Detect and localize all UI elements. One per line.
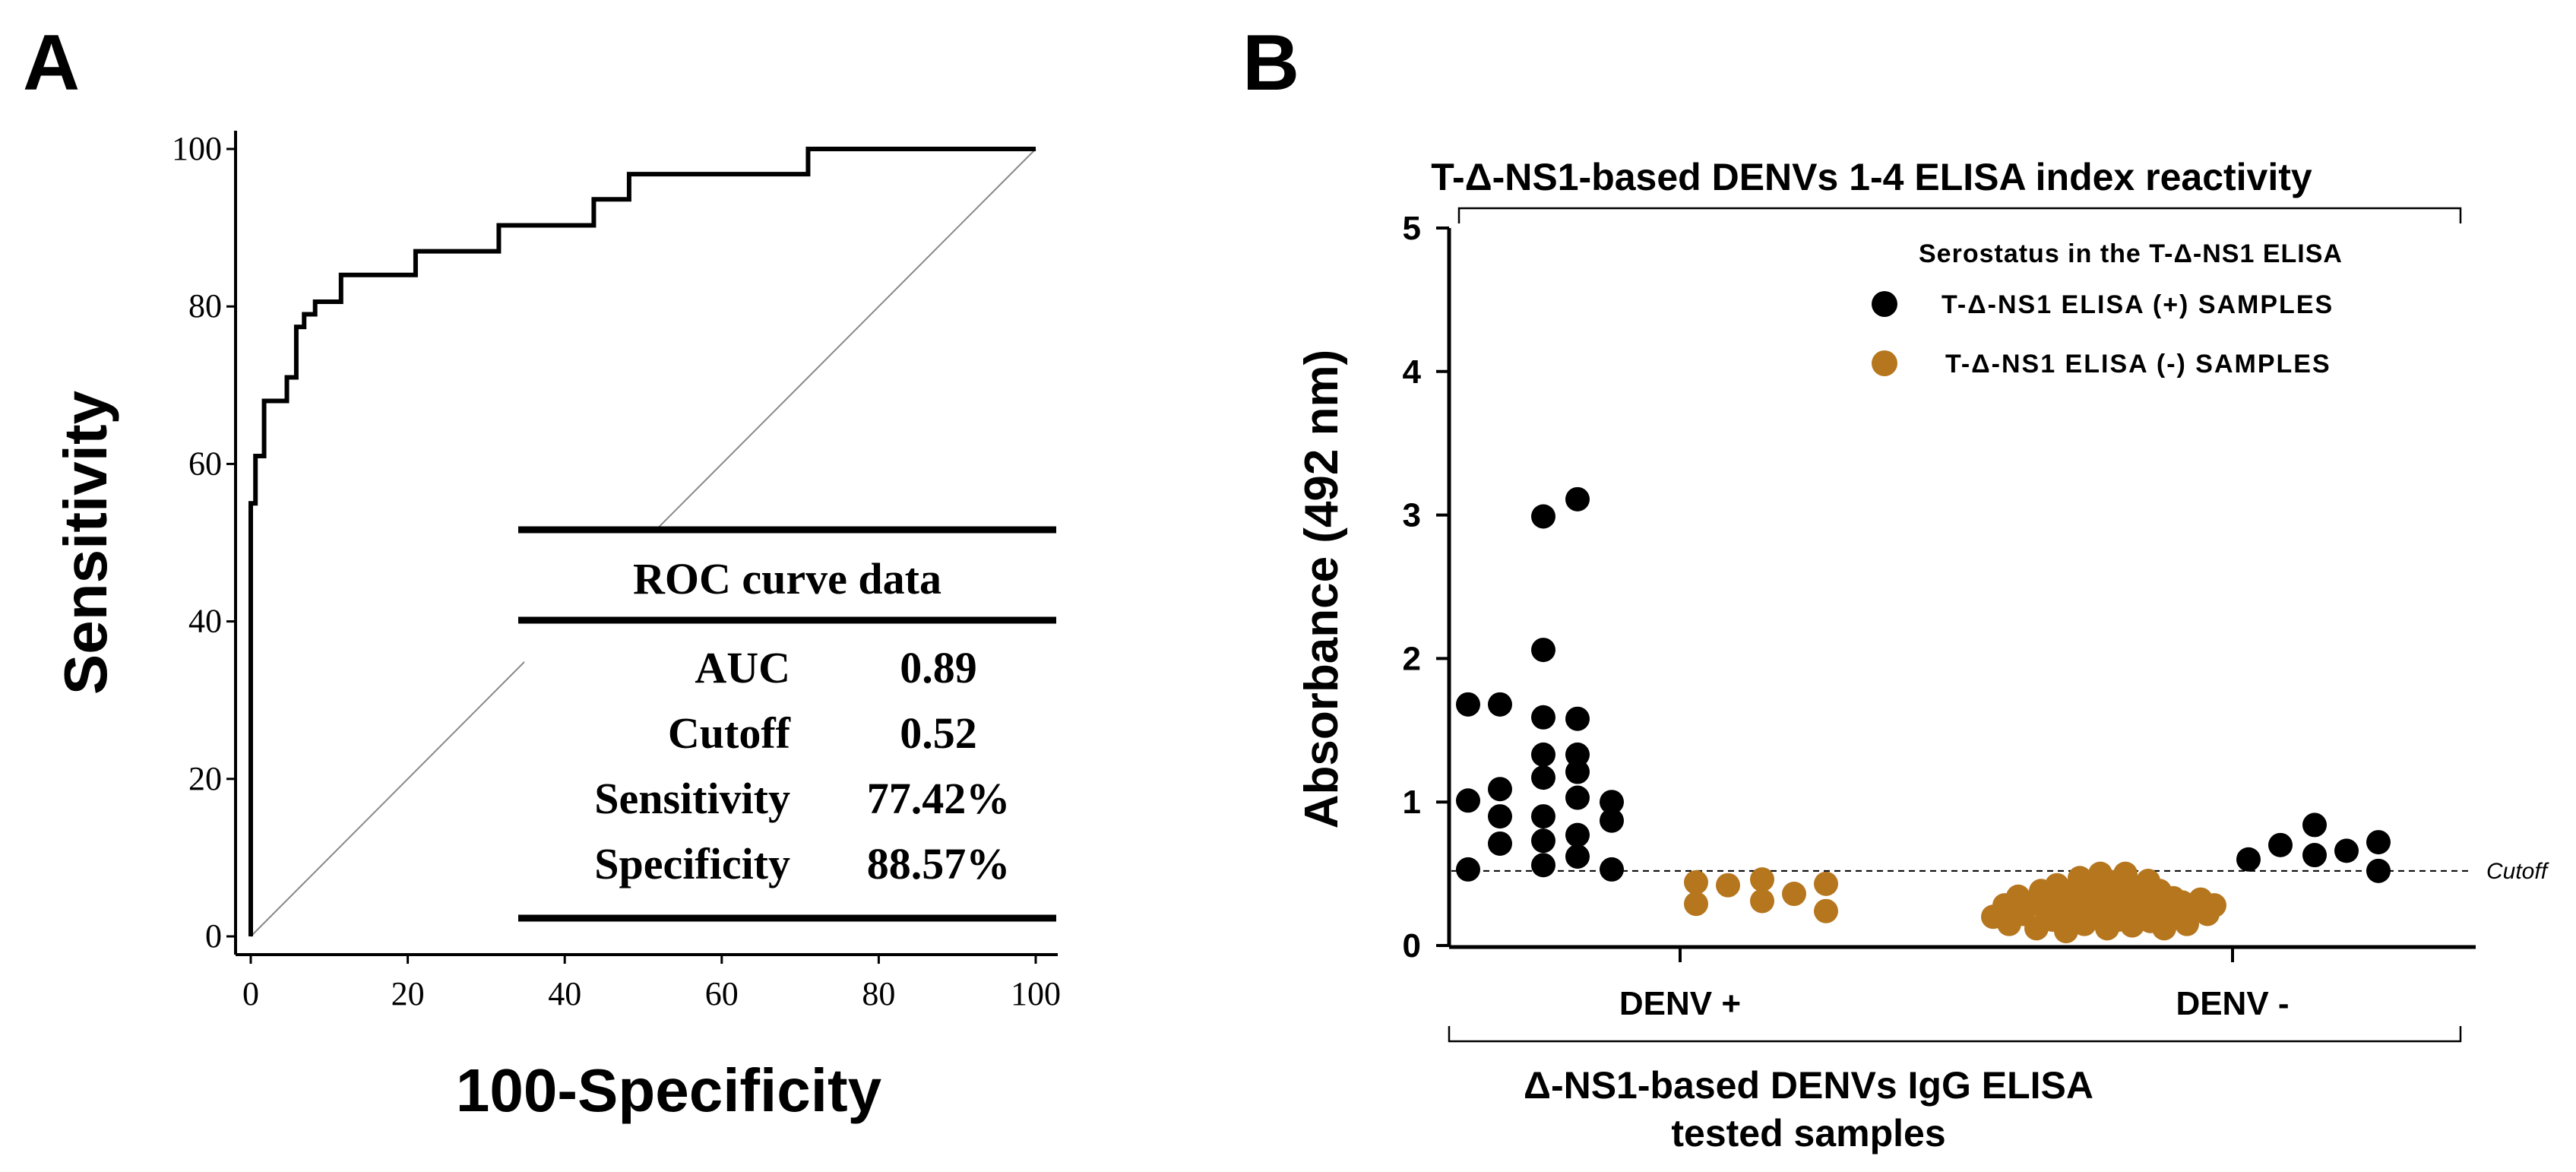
scatter-y-tick-label: 2 — [1403, 640, 1421, 677]
negative-sample-point — [1684, 892, 1708, 917]
positive-sample-point — [1565, 759, 1590, 784]
negative-sample-point — [1750, 867, 1774, 892]
scatter-chart: T-Δ-NS1-based DENVs 1-4 ELISA index reac… — [1296, 156, 2549, 1155]
positive-sample-point — [1456, 788, 1480, 813]
cutoff-label: Cutoff — [2486, 859, 2549, 884]
negative-sample-point — [1782, 882, 1806, 907]
positive-sample-point — [2302, 843, 2327, 868]
legend-marker-negative — [1872, 350, 1897, 376]
positive-sample-point — [2302, 812, 2327, 838]
positive-sample-point — [1600, 808, 1624, 833]
table-value-specificity: 88.57% — [867, 839, 1011, 889]
scatter-y-tick-label: 4 — [1403, 353, 1422, 391]
table-label-cutoff: Cutoff — [668, 708, 791, 758]
positive-sample-point — [1531, 638, 1555, 663]
positive-sample-point — [1565, 844, 1590, 869]
positive-sample-point — [1531, 705, 1555, 730]
roc-chart: 0 20 40 60 80 100 0 20 40 60 80 100 ROC curve data… — [52, 130, 1061, 1124]
positive-sample-point — [1488, 804, 1512, 829]
roc-x-ticks: 0 20 40 60 80 100 — [242, 955, 1061, 1012]
positive-sample-point — [1565, 785, 1590, 810]
scatter-y-ticks: 0 1 2 3 4 5 — [1403, 210, 1449, 965]
scatter-y-tick-label: 3 — [1403, 497, 1421, 534]
positive-sample-point — [1600, 790, 1624, 815]
roc-y-axis-title: Sensitivity — [52, 390, 119, 695]
scatter-y-tick-label: 0 — [1403, 927, 1421, 965]
positive-sample-point — [1488, 692, 1512, 717]
roc-x-tick-label: 80 — [862, 975, 895, 1012]
roc-curve-line — [248, 147, 1036, 936]
positive-sample-point — [1531, 828, 1555, 854]
positive-sample-point — [1488, 777, 1512, 802]
roc-x-tick-label: 100 — [1011, 975, 1061, 1012]
negative-sample-point — [1750, 889, 1774, 914]
positive-sample-point — [1456, 692, 1480, 717]
positive-sample-point — [1565, 822, 1590, 847]
panel-a-letter: A — [23, 19, 80, 107]
positive-sample-point — [1531, 853, 1555, 878]
positive-sample-point — [1600, 857, 1624, 882]
legend-label-negative: T-Δ-NS1 ELISA (-) SAMPLES — [1945, 350, 2331, 379]
title-bracket — [1457, 207, 2462, 223]
scatter-legend: Serostatus in the T-Δ-NS1 ELISA T-Δ-NS1 … — [1872, 239, 2343, 379]
roc-y-tick-label: 20 — [188, 760, 222, 797]
positive-sample-point — [2236, 847, 2261, 872]
scatter-title: T-Δ-NS1-based DENVs 1-4 ELISA index reac… — [1431, 156, 2312, 198]
positive-sample-point — [1565, 706, 1590, 731]
table-label-sensitivity: Sensitivity — [594, 774, 790, 823]
negative-sample-point — [1814, 898, 1838, 923]
negative-sample-point — [2202, 893, 2226, 918]
table-label-auc: AUC — [695, 643, 790, 692]
table-value-sensitivity: 77.42% — [867, 774, 1011, 823]
scatter-x-ticks: DENV + DENV - — [1619, 947, 2290, 1022]
scatter-y-tick-label: 1 — [1403, 784, 1421, 821]
roc-data-table: ROC curve data AUC 0.89 Cutoff 0.52 Sens… — [518, 526, 1056, 922]
roc-y-tick-label: 80 — [188, 287, 222, 325]
table-value-cutoff: 0.52 — [900, 708, 977, 758]
positive-sample-point — [1565, 486, 1590, 512]
scatter-x-title-line2: tested samples — [1671, 1112, 1945, 1155]
roc-y-tick-label: 100 — [172, 130, 222, 167]
roc-x-tick-label: 0 — [242, 975, 259, 1012]
roc-x-tick-label: 20 — [391, 975, 425, 1012]
positive-sample-point — [1456, 857, 1480, 882]
roc-table-background — [524, 532, 1049, 912]
positive-sample-point — [2334, 838, 2359, 863]
scatter-category-label: DENV + — [1619, 985, 1741, 1022]
positive-sample-point — [1565, 742, 1590, 767]
scatter-points — [1456, 486, 2391, 944]
positive-sample-point — [1488, 831, 1512, 856]
positive-sample-point — [1531, 765, 1555, 790]
panel-b-letter: B — [1242, 19, 1299, 107]
positive-sample-point — [1531, 504, 1555, 529]
negative-sample-point — [1684, 869, 1708, 895]
scatter-category-label: DENV - — [2176, 985, 2289, 1022]
negative-sample-point — [1814, 871, 1838, 896]
positive-sample-point — [2366, 830, 2391, 855]
positive-sample-point — [2268, 832, 2293, 857]
scatter-x-title-line1: Δ-NS1-based DENVs IgG ELISA — [1524, 1064, 2093, 1107]
roc-y-tick-label: 60 — [188, 445, 222, 482]
legend-label-positive: T-Δ-NS1 ELISA (+) SAMPLES — [1941, 290, 2334, 319]
roc-y-tick-label: 40 — [188, 603, 222, 640]
roc-y-ticks: 0 20 40 60 80 100 — [172, 130, 236, 955]
roc-y-tick-label: 0 — [205, 917, 222, 955]
positive-sample-point — [1531, 804, 1555, 829]
table-value-auc: 0.89 — [900, 643, 977, 692]
negative-sample-point — [1716, 873, 1740, 898]
roc-x-axis-title: 100-Specificity — [456, 1056, 882, 1124]
roc-x-tick-label: 40 — [548, 975, 581, 1012]
legend-marker-positive — [1872, 291, 1897, 317]
roc-x-tick-label: 60 — [705, 975, 739, 1012]
table-label-specificity: Specificity — [594, 839, 790, 889]
scatter-y-tick-label: 5 — [1403, 210, 1421, 247]
legend-title: Serostatus in the T-Δ-NS1 ELISA — [1919, 239, 2343, 268]
table-title: ROC curve data — [633, 554, 941, 603]
category-bracket — [1448, 1026, 2462, 1043]
scatter-y-axis-title: Absorbance (492 nm) — [1296, 350, 1348, 829]
positive-sample-point — [2366, 858, 2391, 883]
positive-sample-point — [1531, 742, 1555, 767]
